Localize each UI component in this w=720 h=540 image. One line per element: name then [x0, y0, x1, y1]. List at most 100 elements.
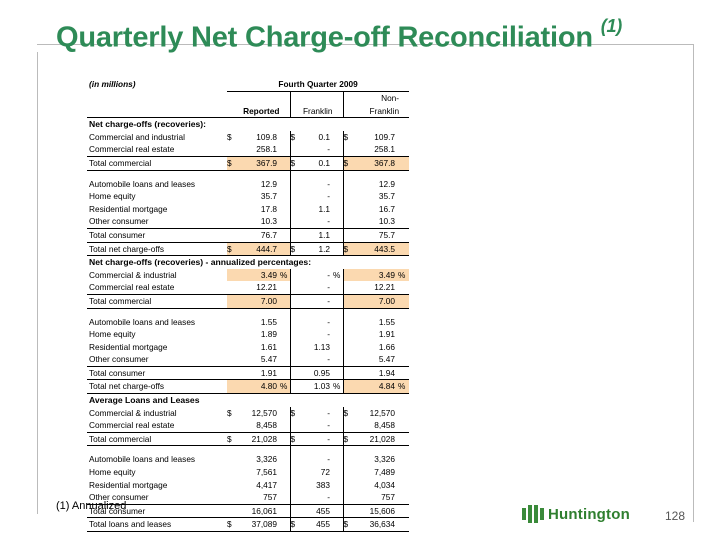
table-row: Residential mortgage 1.61 1.13 1.66 [87, 340, 409, 354]
row-label: Residential mortgage [89, 203, 168, 214]
table-row: Residential mortgage 4,417 383 4,034 [87, 478, 409, 492]
nonfranklin-pct [397, 281, 409, 294]
reported-value: 17.8 [260, 203, 277, 214]
franklin-pct [332, 419, 344, 433]
spacer-cell [227, 170, 291, 178]
reported-value: 1.55 [260, 316, 277, 327]
franklin-currency: $ [290, 517, 298, 532]
reported-pct [279, 453, 291, 467]
row-label: Total net charge-offs [87, 241, 227, 257]
reported-value: 109.8 [256, 131, 277, 142]
reported-pct: % [279, 379, 291, 395]
franklin-pct [332, 177, 344, 191]
franklin-value: - [327, 216, 330, 227]
table-row: Total commercial 7.00 - 7.00 [87, 293, 410, 309]
nonfranklin-pct [397, 341, 409, 354]
section-heading: Average Loans and Leases [89, 395, 200, 406]
reported-pct: % [279, 268, 291, 282]
reported-value: 8,458 [256, 420, 277, 431]
spacer-cell [227, 308, 291, 316]
reported-pct [279, 406, 291, 420]
reported-pct [279, 202, 291, 216]
section-heading-row: Net charge-offs (recoveries): [87, 118, 409, 131]
franklin-currency [290, 269, 298, 282]
nonfranklin-currency [343, 353, 351, 366]
reported-currency [227, 143, 235, 156]
reported-pct [279, 177, 291, 191]
franklin-currency [290, 215, 298, 228]
reported-currency [227, 190, 235, 203]
nonfranklin-value: 8,458 [374, 420, 395, 431]
franklin-currency [290, 353, 298, 366]
nonfranklin-value: 4.84 [351, 379, 397, 395]
table-row: Automobile loans and leases 3,326 - 3,326 [87, 453, 409, 467]
franklin-pct [332, 241, 344, 257]
franklin-pct [332, 478, 344, 492]
franklin-pct: % [332, 268, 344, 282]
nonfranklin-pct [397, 155, 410, 171]
col-nonfranklin-line1-text: Non- [381, 93, 400, 103]
reported-pct [279, 431, 291, 447]
nonfranklin-value: 1.66 [378, 341, 395, 352]
franklin-currency: $ [290, 155, 298, 171]
nonfranklin-currency [343, 268, 351, 282]
nonfranklin-value: 258.1 [374, 144, 395, 155]
table-row: Total net charge-offs $444.7 $1.2 $443.5 [87, 241, 410, 257]
nonfranklin-pct [397, 131, 409, 144]
franklin-value: - [327, 144, 330, 155]
reported-currency [227, 316, 235, 329]
reported-value: 3.49 [235, 268, 279, 282]
reported-pct [279, 155, 291, 171]
reported-pct [279, 340, 291, 354]
reported-currency [227, 281, 235, 294]
header-row-period: (in millions) Fourth Quarter 2009 [87, 77, 410, 92]
reported-currency [227, 215, 235, 228]
nonfranklin-pct [397, 517, 410, 532]
units-label-text: (in millions) [89, 78, 136, 89]
header-fr-spacer [290, 91, 344, 105]
franklin-currency [290, 190, 298, 203]
franklin-pct [332, 143, 344, 157]
left-divider [37, 52, 38, 514]
period-label-text: Fourth Quarter 2009 [278, 78, 358, 89]
reported-pct [279, 517, 291, 532]
franklin-currency [290, 419, 298, 432]
reported-currency [227, 466, 235, 479]
nonfranklin-pct [397, 178, 409, 191]
nonfranklin-pct [397, 328, 409, 341]
nonfranklin-pct [397, 453, 409, 466]
nonfranklin-value: 7,489 [374, 467, 395, 478]
row-label: Commercial & industrial [89, 407, 177, 418]
franklin-value: 1.13 [313, 341, 330, 352]
nonfranklin-currency [343, 190, 351, 203]
franklin-currency [290, 491, 298, 504]
franklin-value: 0.1 [318, 131, 330, 142]
reported-pct [279, 215, 291, 229]
nonfranklin-currency [343, 203, 351, 216]
row-label: Total commercial [87, 431, 227, 447]
franklin-value: - [327, 492, 330, 503]
nonfranklin-currency: $ [343, 131, 349, 142]
nonfranklin-value: 367.8 [351, 155, 397, 171]
nonfranklin-pct [397, 431, 410, 447]
nonfranklin-value: 3.49 [351, 268, 397, 282]
franklin-pct [332, 466, 344, 479]
nonfranklin-pct [397, 190, 409, 203]
nonfranklin-pct [397, 466, 409, 479]
row-label: Commercial real estate [89, 144, 175, 155]
nonfranklin-currency [343, 365, 351, 381]
reported-currency [227, 203, 235, 216]
row-label: Residential mortgage [89, 341, 168, 352]
col-nonfranklin-line2-text: Franklin [369, 105, 400, 116]
units-label: (in millions) [87, 77, 227, 92]
period-label: Fourth Quarter 2009 [227, 77, 410, 92]
table-row: Total commercial $21,028 $ - $21,028 [87, 431, 410, 447]
franklin-value: 1.1 [318, 203, 330, 214]
reported-value: 258.1 [256, 144, 277, 155]
nonfranklin-currency [343, 453, 351, 466]
franklin-pct [332, 431, 344, 447]
franklin-pct [332, 227, 344, 243]
franklin-pct [332, 202, 344, 216]
franklin-pct [332, 215, 344, 229]
reported-currency [227, 353, 235, 366]
